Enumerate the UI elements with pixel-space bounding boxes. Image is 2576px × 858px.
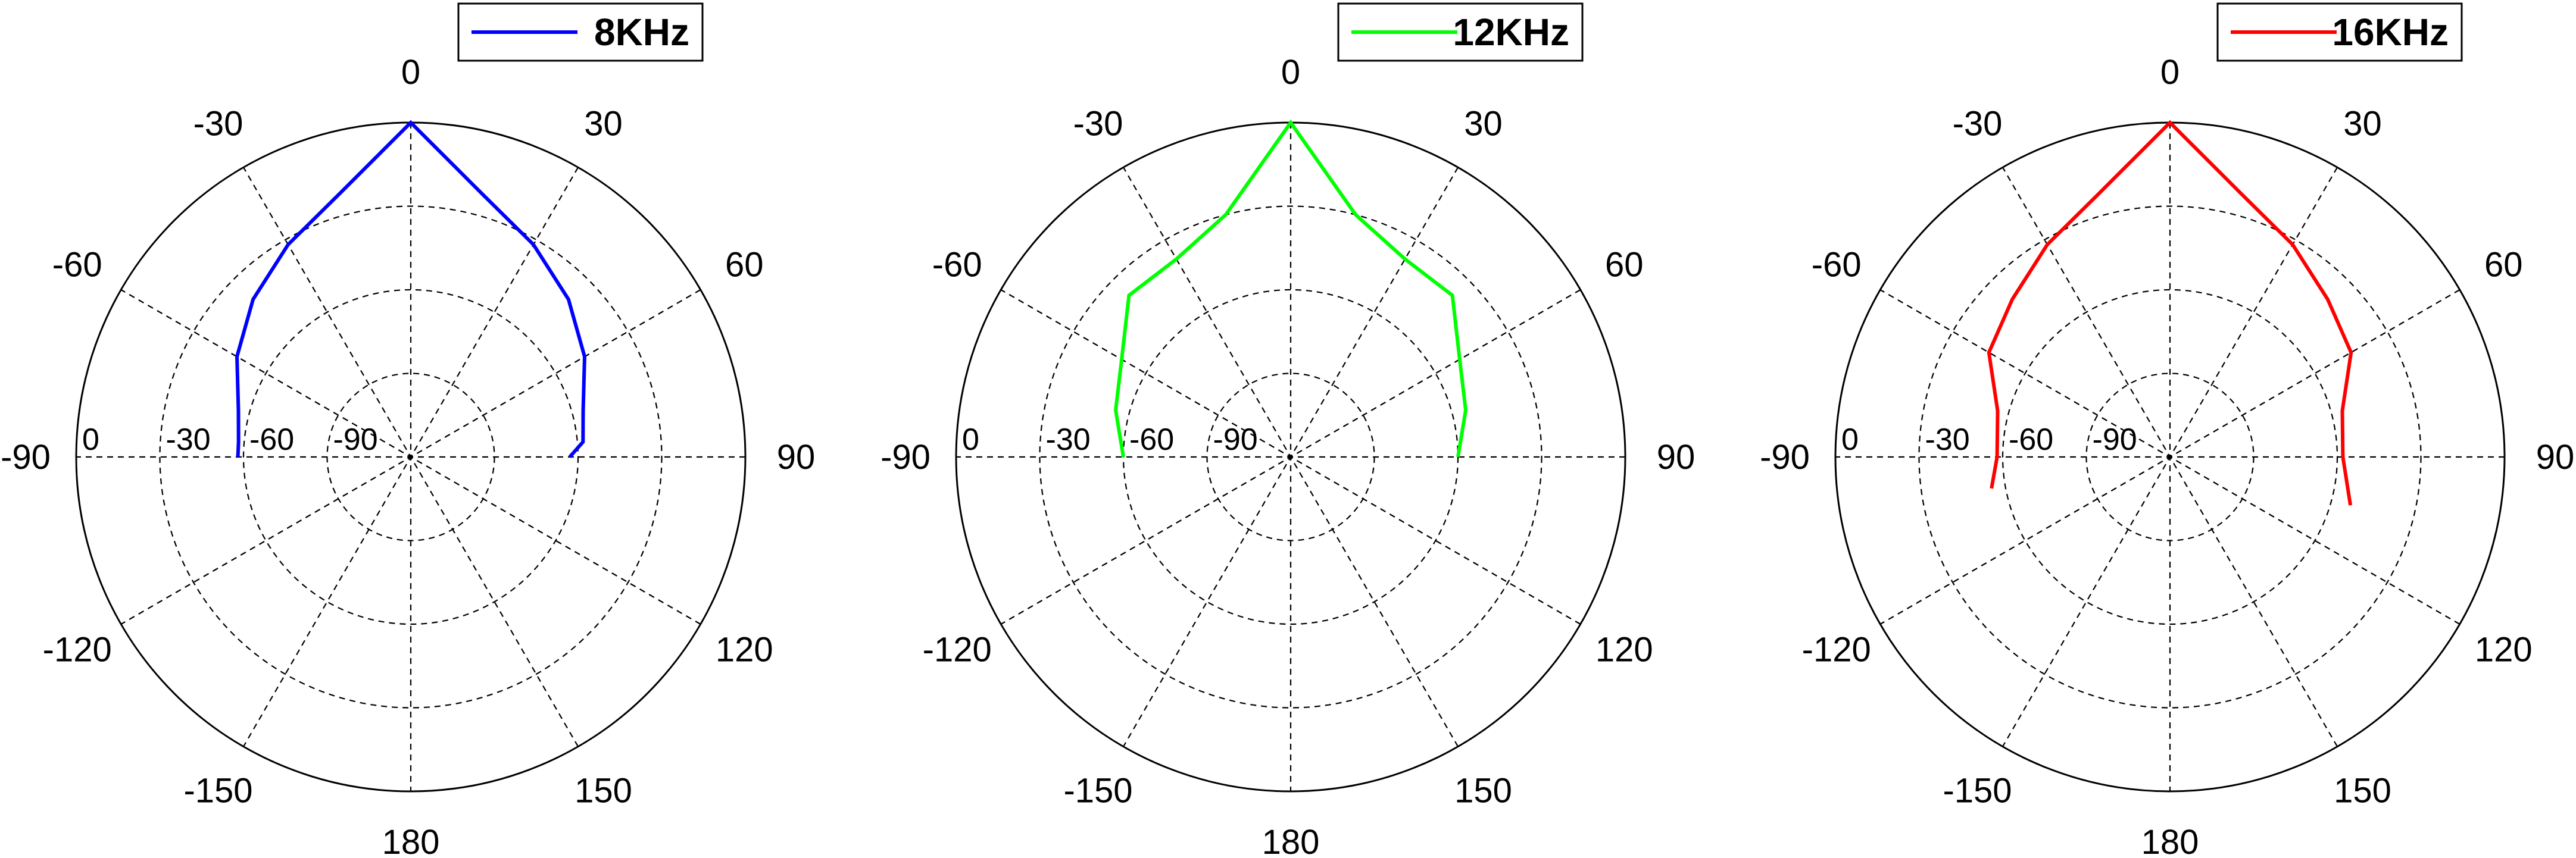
legend-label: 8KHz [594,11,689,54]
angle-tick-label: 30 [2343,105,2382,143]
radial-tick-label: 0 [962,422,979,457]
radial-tick-label: 0 [1841,422,1859,457]
angle-tick-label: -150 [1063,771,1132,810]
angle-tick-label: 90 [2536,438,2575,477]
radial-tick-label: -60 [249,422,294,457]
radial-grid-circle [2002,289,2338,625]
angular-grid-spoke [243,167,579,747]
angle-tick-label: -60 [52,246,102,284]
polar-chart-2: 0 30 60 90 120 150 180 -150 -120 -90 -60 -30 0 -30 -60… [880,2,1696,858]
angle-tick-label: -90 [880,438,931,477]
angle-tick-label: 0 [401,53,420,92]
angle-tick-label: -120 [43,631,112,669]
legend: 12KHz [1337,2,1584,62]
radial-grid-circle [242,289,579,625]
polar-chart-3: 0 30 60 90 120 150 180 -150 -120 -90 -60 -30 0 -30 -60… [1760,2,2575,858]
angle-tick-label: 120 [1595,631,1653,669]
angle-tick-label: 30 [584,105,623,143]
angle-tick-label: -120 [923,631,992,669]
radial-tick-label: -30 [1925,422,1970,457]
legend-label: 12KHz [1453,11,1569,54]
angle-tick-label: 60 [2484,246,2523,284]
radial-tick-label: -90 [333,422,378,457]
angle-tick-label: 150 [574,771,632,810]
legend: 16KHz [2216,2,2463,62]
angle-tick-label: 60 [725,246,764,284]
angular-grid-spoke [2002,167,2338,747]
radial-tick-label: -90 [1213,422,1258,457]
angle-tick-label: 90 [1657,438,1696,477]
angle-tick-label: 150 [2334,771,2391,810]
angle-tick-label: 60 [1605,246,1644,284]
radial-tick-label: -60 [2009,422,2053,457]
radial-tick-label: -60 [1129,422,1174,457]
legend-label: 16KHz [2332,11,2449,54]
angle-tick-label: -90 [1760,438,1810,477]
angle-tick-label: 120 [2475,631,2533,669]
angle-tick-label: -150 [1943,771,2012,810]
radial-grid-circle [159,205,663,709]
angle-tick-label: -60 [932,246,982,284]
angle-tick-label: 180 [382,823,440,858]
angle-tick-label: 30 [1464,105,1503,143]
radial-tick-label: 0 [82,422,99,457]
polar-chart-1: 0 30 60 90 120 150 180 -150 -120 -90 -60 -30 0 -30 -60… [1,2,816,858]
angle-tick-label: -30 [1073,105,1123,143]
angular-grid-spoke [1123,167,1459,747]
angle-tick-label: -90 [1,438,51,477]
series-line-8khz [235,120,587,458]
angle-tick-label: 180 [2141,823,2199,858]
angle-tick-label: -30 [193,105,243,143]
angle-tick-label: 180 [1262,823,1320,858]
radial-tick-label: -90 [2093,422,2137,457]
angle-tick-label: 150 [1454,771,1512,810]
angle-tick-label: 0 [1281,53,1300,92]
series-line-16khz [1987,120,2353,506]
legend: 8KHz [457,2,704,62]
angle-tick-label: -60 [1812,246,1862,284]
radial-tick-label: -30 [1046,422,1091,457]
series-line-12khz [1113,119,1468,458]
angle-tick-label: -150 [183,771,252,810]
radial-grid-circle [1039,205,1543,709]
angle-tick-label: 0 [2160,53,2180,92]
radial-tick-label: -30 [166,422,211,457]
radial-grid-circle [1918,205,2422,709]
angle-tick-label: 90 [777,438,816,477]
angle-tick-label: -120 [1802,631,1871,669]
angle-tick-label: 120 [716,631,773,669]
angle-tick-label: -30 [1953,105,2003,143]
